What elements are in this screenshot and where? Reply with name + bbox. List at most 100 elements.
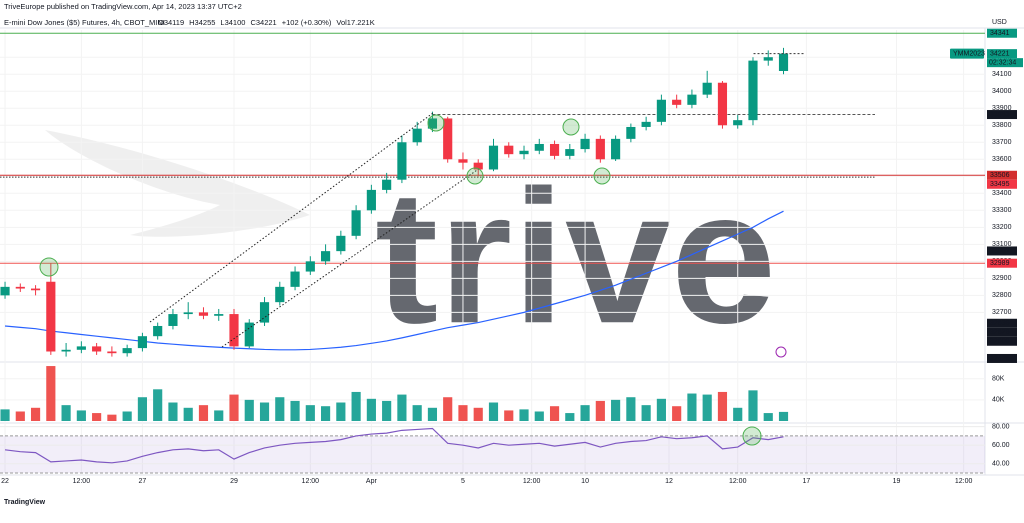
price-label: 34341 xyxy=(990,30,1010,37)
candle-body xyxy=(717,82,728,126)
volume-bar xyxy=(290,400,300,421)
y-tick-label: 60.00 xyxy=(992,442,1010,449)
circle xyxy=(466,167,484,185)
volume-bar xyxy=(397,394,407,421)
candle-body xyxy=(366,189,376,211)
x-tick-label: 22 xyxy=(1,478,9,485)
candle-body xyxy=(153,325,163,337)
volume-bar xyxy=(244,399,254,421)
candle-body xyxy=(30,288,41,291)
volume-bar xyxy=(137,397,147,421)
x-tick-label: 17 xyxy=(803,478,811,485)
rsi-line xyxy=(4,427,784,464)
volume-bar xyxy=(61,405,71,421)
volume-bar xyxy=(565,413,575,421)
circle xyxy=(39,257,59,277)
candle-body xyxy=(382,179,392,190)
symbol-label: YMM2023 xyxy=(953,50,985,57)
volume-bar xyxy=(473,407,483,421)
x-tick-label: 19 xyxy=(893,478,901,485)
circle xyxy=(742,426,762,446)
x-tick-label: 12:00 xyxy=(302,478,320,485)
candle-body xyxy=(137,336,147,349)
volume-bar xyxy=(595,400,605,421)
volume-bar xyxy=(168,402,178,421)
volume-bar xyxy=(305,405,315,421)
price-label: 32606 xyxy=(990,338,1010,345)
candle-body xyxy=(443,118,453,160)
volume-bar xyxy=(336,402,346,421)
volume-bar xyxy=(107,414,117,421)
moving-average xyxy=(4,210,784,351)
volume-bar xyxy=(672,406,682,421)
symbol-name: E-mini Dow Jones ($5) Futures, 4h, CBOT_… xyxy=(4,18,165,27)
y-tick-label: 34000 xyxy=(992,88,1012,95)
volume-bar xyxy=(0,409,10,421)
candle-body xyxy=(687,94,697,105)
candle-body xyxy=(198,312,209,316)
candle-body xyxy=(107,351,117,354)
candle-body xyxy=(229,314,239,347)
price-label-bg xyxy=(987,28,1017,38)
candle-body xyxy=(76,346,86,350)
price-label: 32636 xyxy=(990,320,1010,327)
volume-bar xyxy=(321,406,331,421)
volume-bar xyxy=(198,405,209,421)
candle-body xyxy=(259,302,270,323)
volume-bar xyxy=(656,398,666,421)
volume-bar xyxy=(46,366,56,421)
x-tick-label: 5 xyxy=(461,478,465,485)
volume-bar xyxy=(702,394,712,421)
candle-body xyxy=(412,128,422,143)
volume-bar xyxy=(778,411,789,421)
x-tick-label: 12:00 xyxy=(955,478,973,485)
price-label: 32989 xyxy=(990,260,1010,267)
volume-bar xyxy=(580,405,590,421)
plot-area: 22 12:00 27 29 12:00 Apr 5 12:00 10 12 12:00 17 19 12… xyxy=(0,27,1024,485)
candle-body xyxy=(427,118,438,129)
price-label: 33863 xyxy=(990,111,1010,118)
ohlc-legend: O34119 H34255 L34100 C34221 +102 (+0.30%) Vol… xyxy=(158,18,375,27)
candle-body xyxy=(61,349,71,352)
candle-body xyxy=(702,82,712,95)
ohlc-value: +102 (+0.30%) xyxy=(282,18,332,27)
price-label-bg xyxy=(987,246,1017,256)
y-tick-label: 80K xyxy=(992,376,1005,383)
volume-bar xyxy=(15,411,25,421)
y-tick-label: 33600 xyxy=(992,156,1012,163)
candle-body xyxy=(321,251,331,262)
volume-bar xyxy=(717,391,728,421)
volume-bar xyxy=(427,407,438,421)
candle-body xyxy=(244,322,254,347)
ohlc-value: L34100 xyxy=(220,18,245,27)
circle xyxy=(562,118,580,136)
x-tick-label: 12 xyxy=(665,478,673,485)
y-tick-label: 40.00 xyxy=(992,461,1010,468)
candle-body xyxy=(611,138,621,160)
candle-body xyxy=(183,312,193,315)
price-label-bg xyxy=(987,336,1017,346)
y-tick-label: 33700 xyxy=(992,139,1012,146)
price-label: 32429 xyxy=(990,355,1010,362)
price-label-bg xyxy=(987,179,1017,189)
price-label: 33506 xyxy=(990,172,1010,179)
volume-bar xyxy=(763,413,773,421)
y-tick-label: 33100 xyxy=(992,241,1012,248)
ohlc-value: C34221 xyxy=(250,18,276,27)
price-label-bg xyxy=(987,110,1017,120)
candle-body xyxy=(122,348,132,354)
volume-bar xyxy=(443,397,453,421)
y-tick-label: 32800 xyxy=(992,292,1012,299)
x-tick-label: 12:00 xyxy=(729,478,747,485)
candle-body xyxy=(504,145,514,155)
candle-body xyxy=(351,210,361,236)
volume-bar xyxy=(504,410,514,421)
volume-bar xyxy=(626,397,636,421)
price-label: 34221 xyxy=(990,50,1010,57)
x-tick-label: 12:00 xyxy=(73,478,91,485)
x-tick-label: Apr xyxy=(366,478,378,485)
volume-bar xyxy=(733,407,743,421)
countdown-bg xyxy=(987,58,1023,68)
x-tick-label: 27 xyxy=(139,478,147,485)
